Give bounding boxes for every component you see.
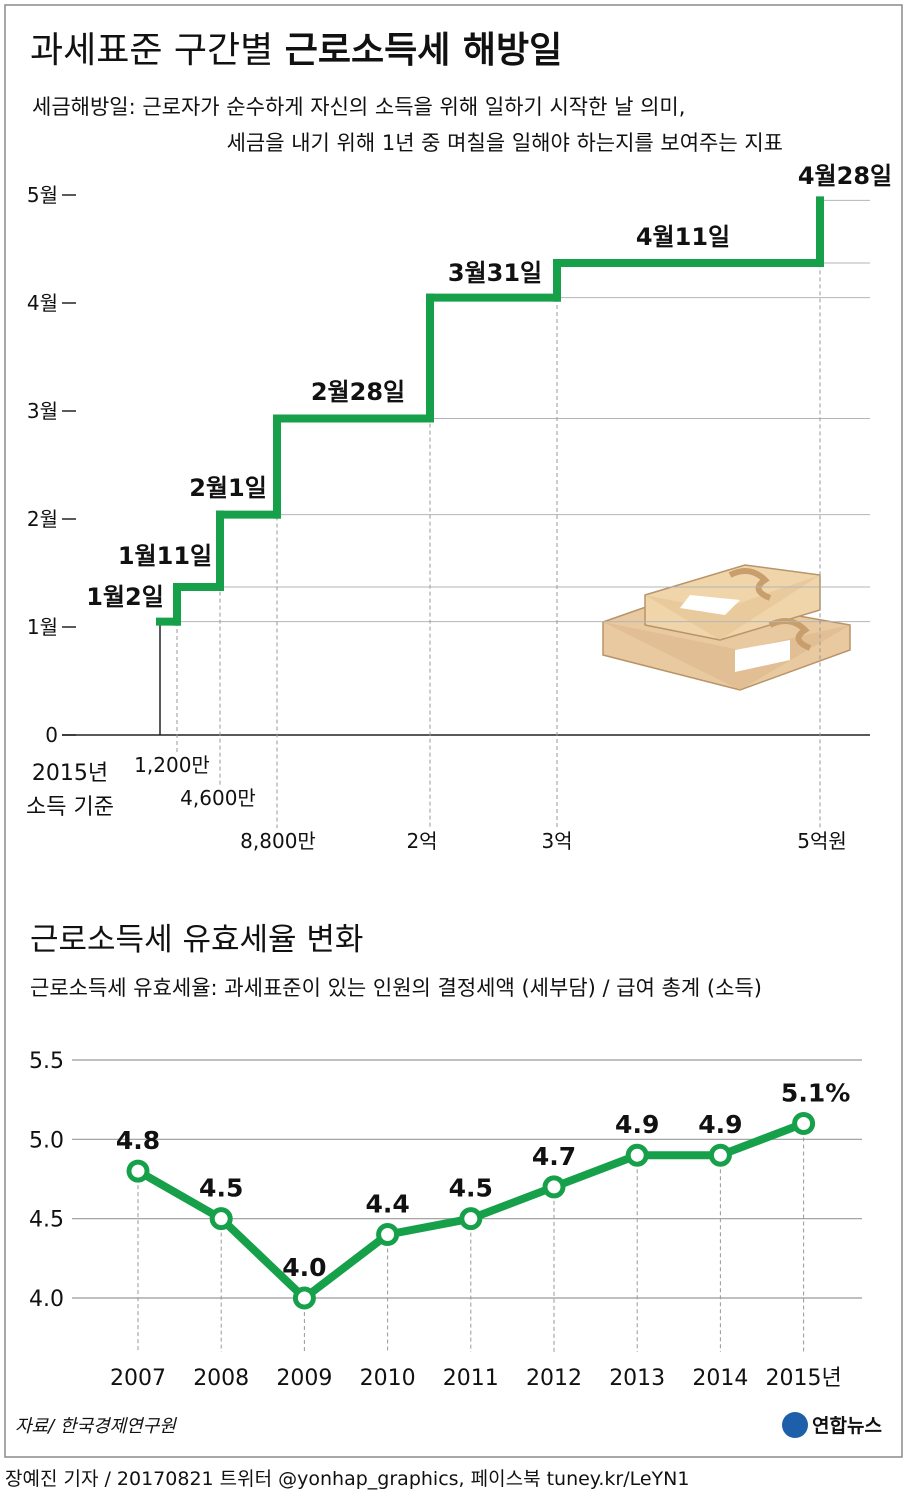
value-label: 4.5 [199,1174,243,1203]
money-illustration [602,564,851,691]
value-label: 1월2일 [86,583,164,611]
x-tick-label: 8,800만 [240,829,316,853]
value-label: 4.9 [698,1110,742,1139]
value-label: 4.9 [615,1110,659,1139]
x-tick-label: 1,200만 [134,753,210,777]
x-tick-label: 2010 [360,1366,416,1391]
y-tick-label: 3월 [27,399,58,423]
y-tick-label: 4.0 [29,1287,64,1312]
data-point [625,1143,649,1167]
y-tick-label: 0 [45,723,58,747]
data-point [126,1159,150,1183]
chart-title: 근로소득세 유효세율 변화 [30,922,363,958]
x-note: 소득 기준 [26,795,114,820]
value-label: 1월11일 [118,542,212,570]
value-label: 4.8 [116,1126,160,1155]
subtitle: 세금을 내기 위해 1년 중 며칠을 일해야 하는지를 보여주는 지표 [227,131,783,155]
x-tick-label: 2013 [609,1366,665,1391]
data-point [792,1111,816,1135]
value-label: 4.0 [282,1253,326,1282]
value-label: 4.7 [532,1142,576,1171]
data-point [708,1143,732,1167]
source: 자료/ 한국경제연구원 [15,1416,177,1437]
x-tick-label: 5억원 [797,829,847,853]
value-label: 4.5 [449,1174,493,1203]
data-point [209,1207,233,1231]
y-tick-label: 5월 [27,183,58,207]
x-tick-label: 2009 [276,1366,332,1391]
value-label: 4월28일 [798,162,892,190]
logo: 연합뉴스 [812,1415,882,1437]
y-tick-label: 4.5 [29,1208,64,1233]
x-tick-label: 2008 [193,1366,249,1391]
y-tick-label: 2월 [27,507,58,531]
value-label: 5.1% [781,1078,850,1107]
x-tick-label: 4,600만 [180,786,256,810]
x-tick-label: 2007 [110,1366,166,1391]
data-point [542,1175,566,1199]
x-tick-label: 2억 [406,829,437,853]
x-tick-label: 2015년 [765,1366,841,1391]
x-tick-label: 2012 [526,1366,582,1391]
subtitle: 세금해방일: 근로자가 순수하게 자신의 소득을 위해 일하기 시작한 날 의미… [32,95,685,119]
subtitle: 근로소득세 유효세율: 과세표준이 있는 인원의 결정세액 (세부담) / 급여… [30,976,762,1000]
y-tick-label: 5.0 [29,1128,64,1153]
footer: 장예진 기자 / 20170821 트위터 @yonhap_graphics, … [5,1468,689,1490]
title: 과세표준 구간별 근로소득세 해방일 [30,30,562,71]
value-label: 2월1일 [189,474,267,502]
value-label: 4.4 [365,1190,409,1219]
y-tick-label: 1월 [27,615,58,639]
data-point [292,1286,316,1310]
y-tick-label: 4월 [27,291,58,315]
data-point [376,1223,400,1247]
value-label: 4월11일 [636,223,730,251]
x-tick-label: 3억 [541,829,572,853]
value-label: 3월31일 [448,259,542,287]
frame [4,4,903,1458]
title-part: 과세표준 구간별 [30,30,273,71]
x-tick-label: 2014 [692,1366,748,1391]
value-label: 2월28일 [311,378,405,406]
x-note: 2015년 [32,761,108,786]
data-point [459,1207,483,1231]
title-part: 근로소득세 해방일 [285,30,563,71]
y-tick-label: 5.5 [29,1049,64,1074]
x-tick-label: 2011 [443,1366,499,1391]
logo-mark [782,1412,808,1438]
